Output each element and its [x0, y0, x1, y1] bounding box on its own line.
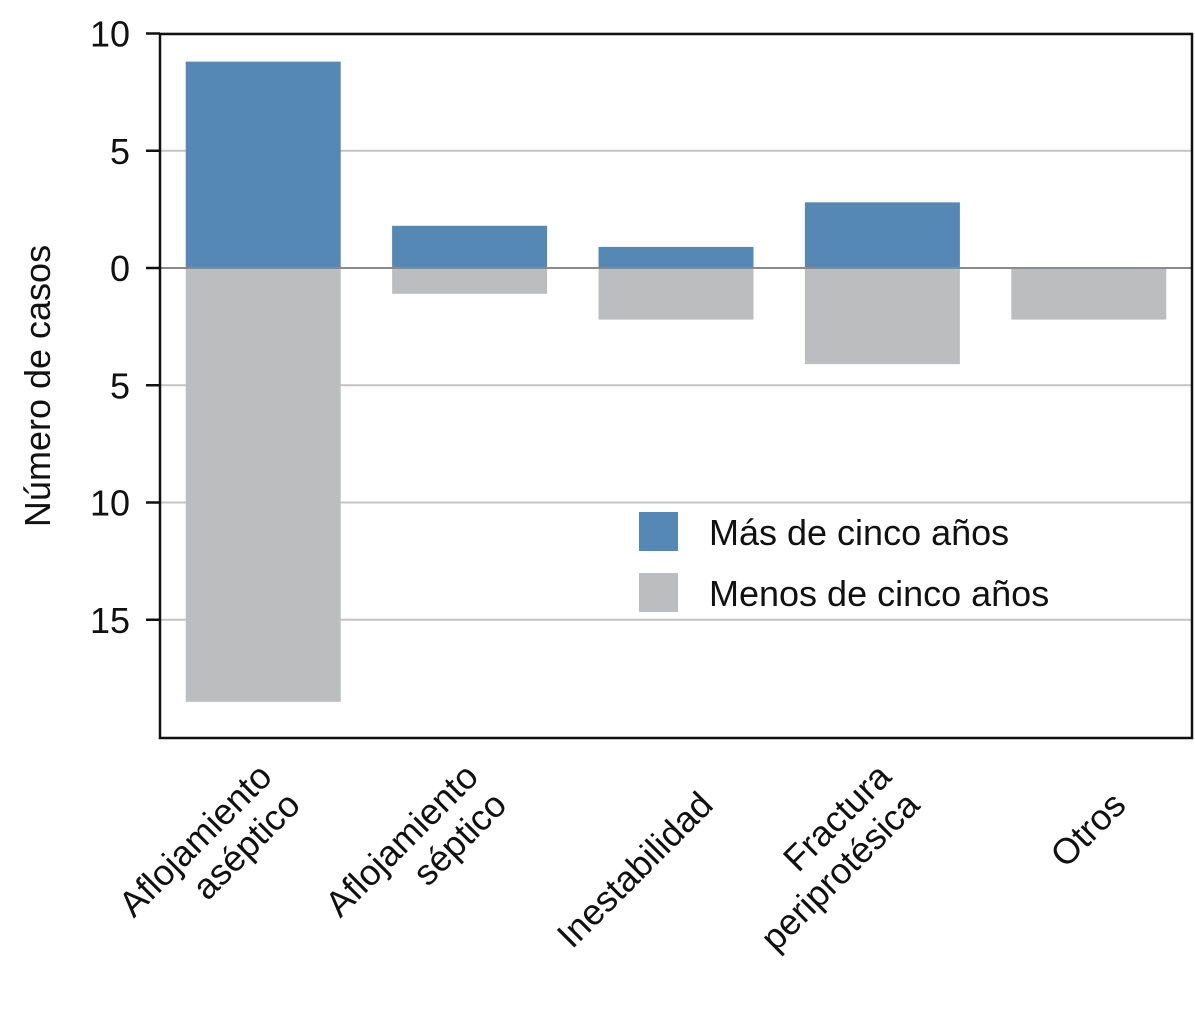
legend-swatch — [639, 573, 678, 612]
bars — [185, 61, 1167, 702]
bar-menos-de-cinco-anos — [1011, 268, 1167, 320]
category-label-line: Inestabilidad — [549, 784, 721, 956]
bar-menos-de-cinco-anos — [185, 268, 341, 702]
bar-mas-de-cinco-anos — [392, 225, 548, 268]
bar-mas-de-cinco-anos — [598, 246, 754, 268]
legend: Más de cinco años Menos de cinco años — [639, 512, 1049, 614]
legend-label: Más de cinco años — [709, 512, 1009, 553]
y-tick-label: 0 — [110, 248, 130, 289]
y-tick-label: 5 — [110, 131, 130, 172]
legend-swatch — [639, 512, 678, 551]
y-tick-label: 10 — [90, 483, 130, 524]
y-tick-label: 15 — [90, 600, 130, 641]
bar-menos-de-cinco-anos — [392, 268, 548, 294]
y-axis-title: Número de casos — [17, 245, 58, 527]
category-label-line: Otros — [1042, 784, 1133, 875]
bar-mas-de-cinco-anos — [185, 61, 341, 268]
category-label: Inestabilidad — [549, 784, 721, 956]
bar-menos-de-cinco-anos — [804, 268, 960, 365]
category-label: Otros — [1042, 784, 1133, 875]
y-axis-ticks: 10 5 0 5 10 15 — [90, 14, 160, 641]
y-tick-label: 10 — [90, 14, 130, 55]
legend-label: Menos de cinco años — [709, 573, 1049, 614]
bar-mas-de-cinco-anos — [804, 202, 960, 268]
bar-menos-de-cinco-anos — [598, 268, 754, 320]
y-tick-label: 5 — [110, 365, 130, 406]
